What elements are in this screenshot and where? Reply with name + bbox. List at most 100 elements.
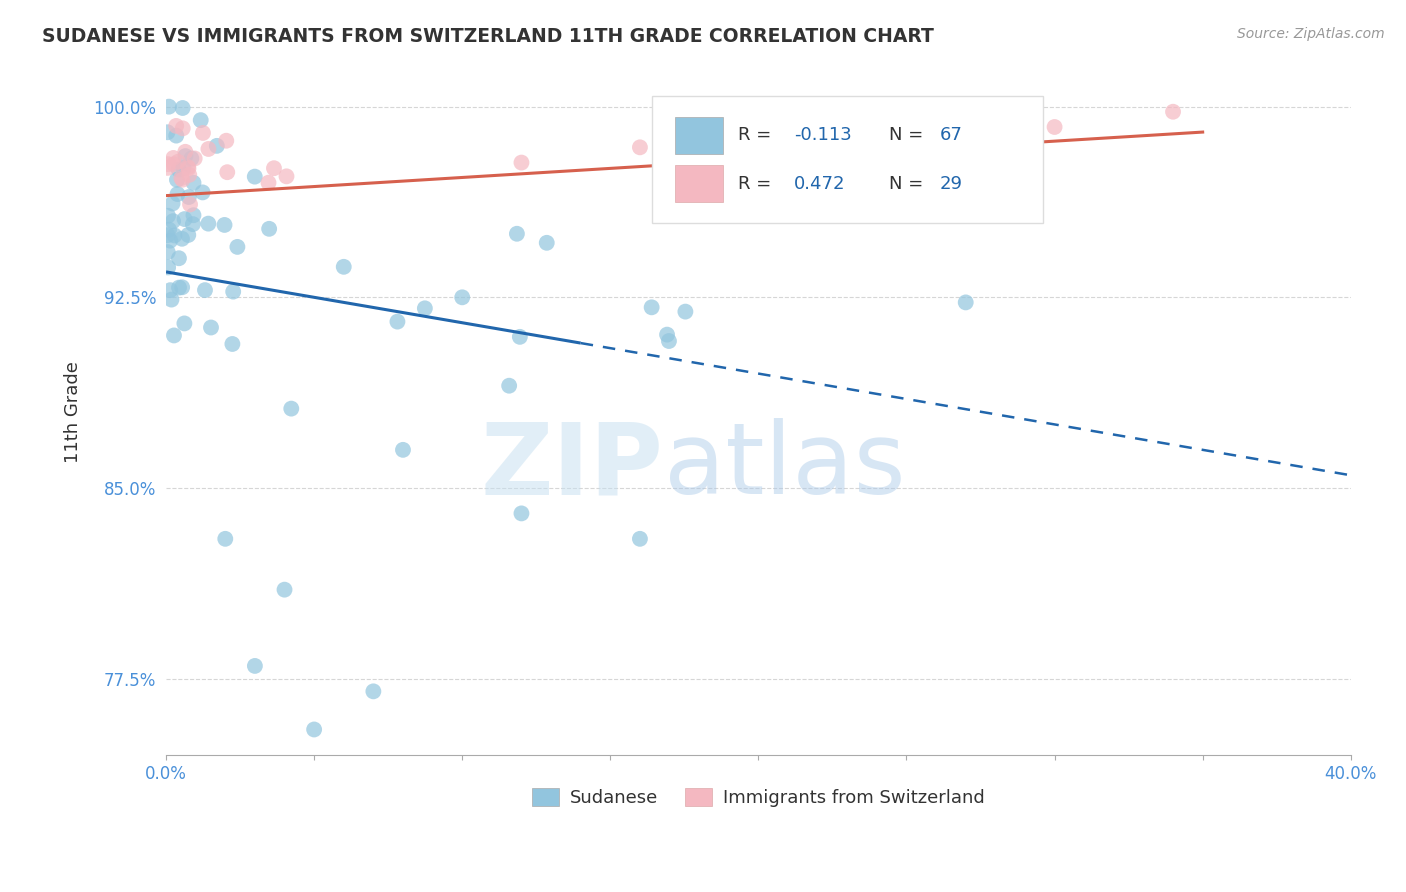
- Point: [280, 401, 302, 416]
- Point: [174, 149, 197, 163]
- Point: [510, 507, 533, 521]
- Point: [177, 160, 200, 174]
- Point: [156, 161, 179, 175]
- Point: [173, 212, 195, 227]
- Point: [174, 145, 197, 159]
- Text: -0.113: -0.113: [794, 126, 852, 145]
- Point: [157, 222, 180, 236]
- Point: [177, 190, 200, 204]
- Point: [222, 285, 245, 299]
- Point: [181, 217, 204, 231]
- Point: [162, 214, 184, 228]
- Point: [167, 154, 190, 169]
- Point: [194, 283, 217, 297]
- Point: [159, 283, 181, 297]
- Point: [172, 101, 194, 115]
- Text: R =: R =: [738, 175, 778, 193]
- Point: [205, 139, 228, 153]
- Point: [165, 119, 187, 133]
- Point: [655, 327, 678, 342]
- Point: [197, 142, 219, 156]
- Text: 0.472: 0.472: [794, 175, 845, 193]
- Point: [276, 169, 298, 184]
- Point: [536, 235, 558, 250]
- Point: [363, 684, 385, 698]
- Point: [451, 290, 474, 304]
- Point: [226, 240, 249, 254]
- Legend: Sudanese, Immigrants from Switzerland: Sudanese, Immigrants from Switzerland: [524, 780, 993, 814]
- Point: [183, 208, 205, 222]
- Point: [191, 186, 214, 200]
- FancyBboxPatch shape: [675, 165, 723, 202]
- Point: [263, 161, 285, 176]
- FancyBboxPatch shape: [652, 96, 1043, 223]
- Point: [167, 162, 190, 177]
- Point: [167, 280, 190, 294]
- Point: [673, 304, 696, 318]
- Point: [165, 128, 187, 143]
- Point: [172, 121, 194, 136]
- Point: [498, 378, 520, 392]
- Text: SUDANESE VS IMMIGRANTS FROM SWITZERLAND 11TH GRADE CORRELATION CHART: SUDANESE VS IMMIGRANTS FROM SWITZERLAND …: [42, 27, 934, 45]
- Text: ZIP: ZIP: [481, 418, 664, 515]
- Point: [866, 133, 889, 147]
- Point: [257, 176, 280, 190]
- Point: [243, 659, 266, 673]
- Point: [392, 442, 415, 457]
- Point: [273, 582, 295, 597]
- Point: [190, 113, 212, 128]
- Point: [510, 155, 533, 169]
- Point: [243, 169, 266, 184]
- Point: [166, 173, 188, 187]
- Point: [197, 217, 219, 231]
- Point: [1161, 104, 1184, 119]
- Point: [162, 196, 184, 211]
- Point: [640, 301, 662, 315]
- Point: [217, 165, 239, 179]
- Point: [257, 222, 280, 236]
- Point: [183, 152, 205, 166]
- Point: [157, 209, 180, 223]
- Point: [177, 227, 200, 242]
- Point: [183, 176, 205, 190]
- Text: Source: ZipAtlas.com: Source: ZipAtlas.com: [1237, 27, 1385, 41]
- Point: [163, 228, 186, 243]
- Point: [179, 168, 201, 182]
- Point: [173, 317, 195, 331]
- Point: [159, 234, 181, 248]
- Text: atlas: atlas: [664, 418, 905, 515]
- Point: [191, 126, 214, 140]
- Point: [156, 228, 179, 243]
- Point: [955, 125, 977, 139]
- Point: [172, 172, 194, 186]
- Point: [170, 171, 193, 186]
- Point: [180, 152, 202, 166]
- Point: [733, 112, 755, 127]
- Point: [156, 245, 179, 260]
- Point: [157, 100, 180, 114]
- Point: [177, 161, 200, 176]
- Point: [628, 532, 651, 546]
- Text: R =: R =: [738, 126, 778, 145]
- Point: [166, 187, 188, 202]
- Point: [179, 197, 201, 211]
- Point: [221, 337, 243, 351]
- Point: [163, 328, 186, 343]
- Point: [163, 157, 186, 171]
- Text: 29: 29: [939, 175, 963, 193]
- Point: [173, 161, 195, 175]
- Point: [506, 227, 529, 241]
- Point: [162, 151, 184, 165]
- Point: [302, 723, 325, 737]
- Point: [628, 140, 651, 154]
- Point: [156, 125, 179, 139]
- Text: N =: N =: [889, 175, 929, 193]
- Point: [160, 293, 183, 307]
- Point: [157, 260, 180, 275]
- Point: [509, 330, 531, 344]
- Text: 67: 67: [939, 126, 963, 145]
- Point: [658, 334, 681, 348]
- Y-axis label: 11th Grade: 11th Grade: [65, 360, 82, 463]
- Point: [215, 134, 238, 148]
- Point: [214, 218, 236, 232]
